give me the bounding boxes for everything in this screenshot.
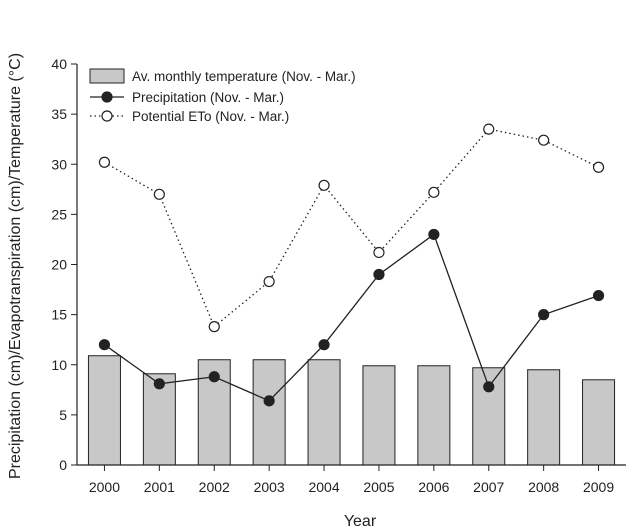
bar-2008 [527,369,561,466]
y-tick-label-15: 15 [51,307,67,323]
bar-2009 [582,379,616,466]
x-tick-label-2009: 2009 [583,479,614,495]
eto-point-2003 [263,275,275,288]
bar-2000 [87,355,121,466]
eto-point-2009 [592,161,605,173]
y-tick-label-20: 20 [51,257,67,273]
x-tick-label-2006: 2006 [418,479,449,495]
y-tick-label-0: 0 [59,457,67,473]
precipitation-point-2006 [428,228,440,241]
precipitation-point-2009 [592,289,605,302]
eto-point-2008 [538,134,550,146]
x-axis-title: Year [344,513,377,530]
eto-line [104,128,599,328]
legend-swatch-eto-marker [101,110,113,122]
eto-point-2007 [483,123,495,135]
y-axis-title: Precipitation (cm)/Evapotranspiration (c… [7,53,24,479]
y-tick-label-40: 40 [51,56,67,72]
eto-point-2006 [428,186,440,198]
precipitation-point-2002 [208,371,220,383]
bar-2003 [252,359,286,466]
precipitation-point-2001 [153,378,165,390]
x-tick-label-2008: 2008 [528,479,559,495]
precipitation-point-2003 [263,395,275,407]
x-tick-label-2004: 2004 [308,479,339,495]
precipitation-point-2007 [483,381,495,393]
x-tick-label-2000: 2000 [89,479,120,495]
x-tick-label-2002: 2002 [199,479,230,495]
bar-2004 [307,359,341,466]
eto-point-2001 [153,188,165,200]
x-tick-label-2005: 2005 [363,479,394,495]
precipitation-point-2008 [538,309,550,321]
y-tick-label-10: 10 [51,357,67,373]
y-tick-label-30: 30 [51,156,67,172]
legend-swatch-temperature [89,68,125,84]
y-tick-label-25: 25 [51,206,67,222]
precipitation-line [104,233,599,402]
precipitation-point-2005 [373,268,385,281]
eto-point-2000 [98,156,111,168]
x-tick-label-2007: 2007 [473,479,504,495]
bar-2006 [417,365,451,466]
legend-swatch-precipitation-marker [101,91,113,103]
legend-label-temperature: Av. monthly temperature (Nov. - Mar.) [132,69,356,84]
legend-label-eto: Potential ETo (Nov. - Mar.) [132,109,289,124]
x-tick-label-2001: 2001 [144,479,175,495]
precipitation-point-2000 [98,339,111,351]
y-tick-label-35: 35 [51,106,67,122]
bar-2005 [362,365,396,466]
precipitation-point-2004 [318,339,330,351]
eto-point-2005 [373,246,385,259]
legend-label-precipitation: Precipitation (Nov. - Mar.) [132,90,284,105]
plot-area: 0 5 10 15 20 25 30 35 40 2000 2001 2002 2003 2004 2005… [51,56,626,495]
legend: Av. monthly temperature (Nov. - Mar.) Pre… [89,68,356,124]
eto-point-2002 [208,321,220,333]
x-tick-label-2003: 2003 [254,479,285,495]
eto-point-2004 [318,179,330,191]
y-tick-label-5: 5 [59,407,67,423]
